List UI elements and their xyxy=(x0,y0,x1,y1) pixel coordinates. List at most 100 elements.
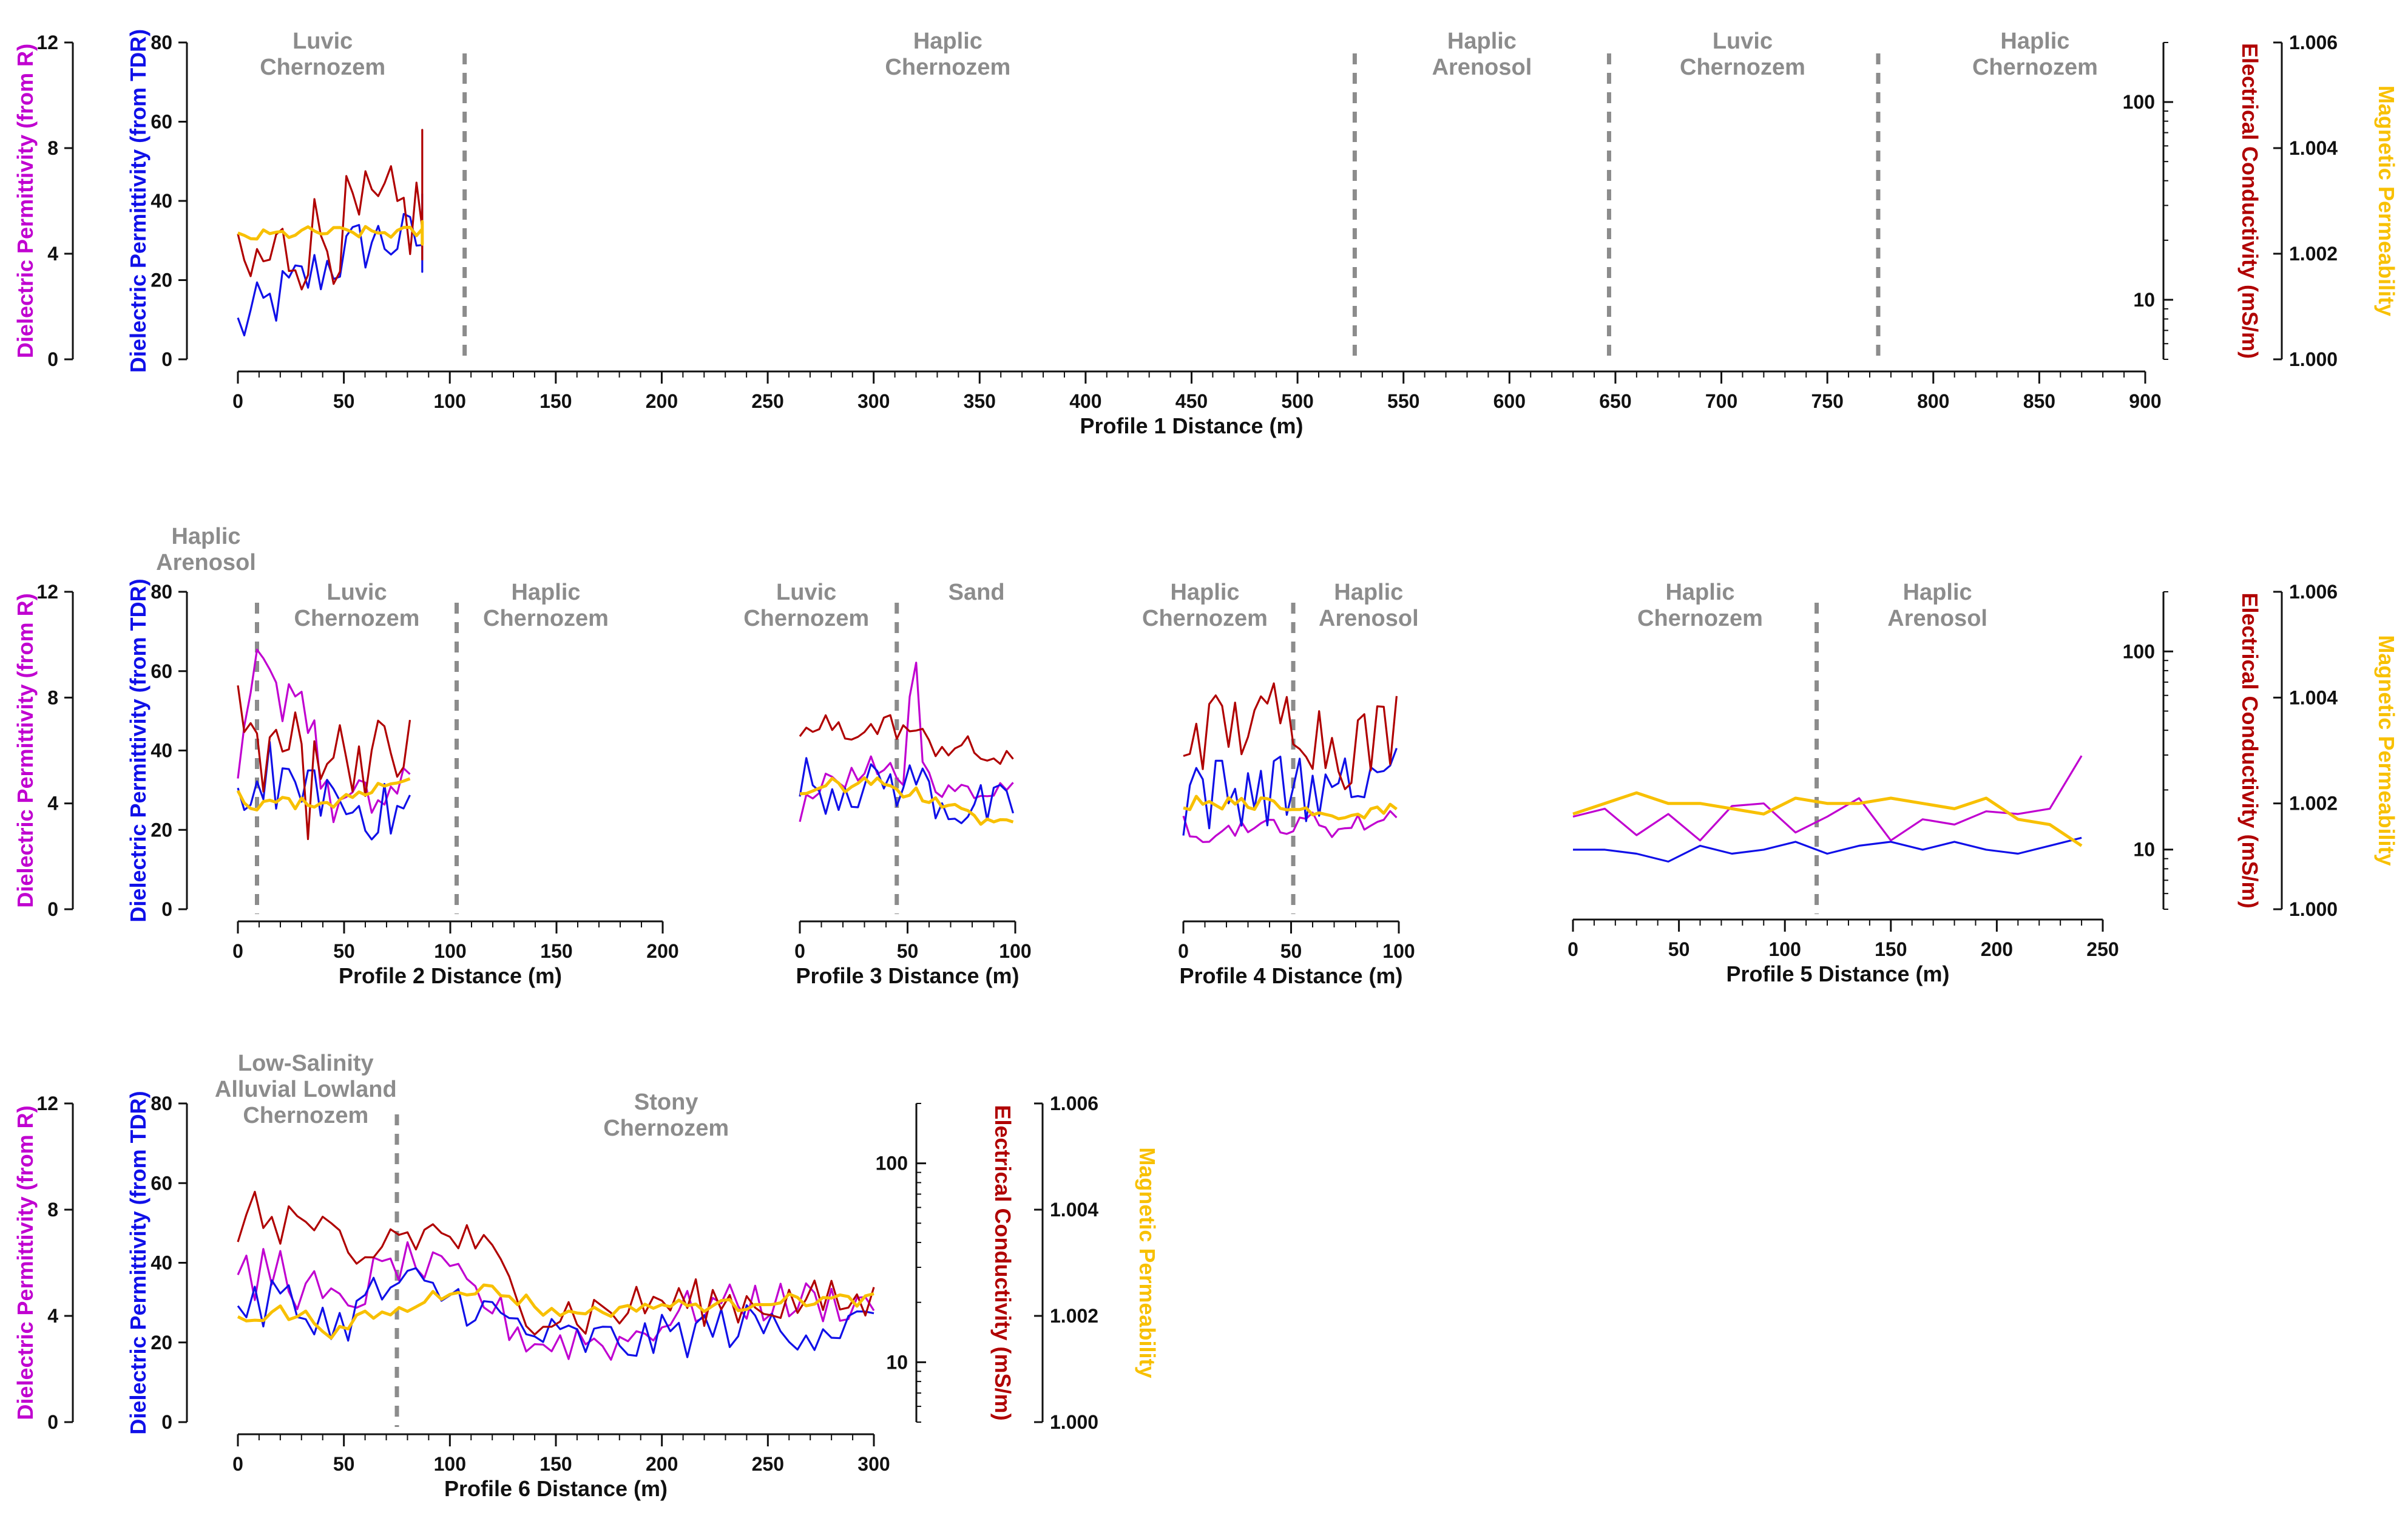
y-axis-mp-tick-label: 1.002 xyxy=(2289,793,2338,815)
y-axis-ec-tick-label: 100 xyxy=(876,1153,908,1174)
x-tick-label: 300 xyxy=(857,1453,890,1475)
y-axis-title-ec: Electrical Conductivity (mS/m) xyxy=(2237,592,2262,908)
y-axis-mp-tick-label: 1.004 xyxy=(1050,1199,1098,1221)
zone-label: Arenosol xyxy=(1319,606,1419,631)
x-tick-label: 50 xyxy=(1668,938,1690,960)
series-p3-mp xyxy=(799,776,1014,826)
y-axis-title-ec: Electrical Conductivity (mS/m) xyxy=(990,1105,1015,1420)
x-tick-label: 250 xyxy=(751,390,783,412)
y-axis-mp-tick-label: 1.004 xyxy=(2289,686,2338,708)
zone-label: Chernozem xyxy=(483,606,609,631)
x-tick-label: 200 xyxy=(646,940,678,962)
x-tick-label: 0 xyxy=(1178,940,1189,962)
x-axis-title: Profile 2 Distance (m) xyxy=(339,963,562,988)
zone-label: Haplic xyxy=(1170,580,1239,605)
zone-label: Haplic xyxy=(1903,580,1972,605)
series-p6-ec xyxy=(237,1190,875,1336)
zone-label: Low-Salinity xyxy=(238,1051,374,1076)
x-tick-label: 0 xyxy=(794,940,805,962)
zone-label: Sand xyxy=(949,580,1005,605)
y-axis-perm-tdr-tick-label: 80 xyxy=(150,32,172,53)
x-tick-label: 150 xyxy=(1875,938,1907,960)
y-axis-perm-tdr-tick-label: 40 xyxy=(150,740,172,762)
y-axis-perm-r: 0 4 8 12 xyxy=(36,32,74,370)
y-axis-perm-tdr-tick-label: 0 xyxy=(161,898,172,920)
zone-label: Arenosol xyxy=(156,550,256,575)
series-p5-mp xyxy=(1572,791,2083,847)
x-tick-label: 100 xyxy=(1769,938,1801,960)
x-tick-label: 600 xyxy=(1493,390,1526,412)
zone-label: Luvic xyxy=(293,29,353,54)
x-tick-label: 150 xyxy=(539,390,572,412)
y-axis-perm-r-tick-label: 4 xyxy=(47,243,58,265)
zone-label: Chernozem xyxy=(603,1116,729,1141)
x-tick-label: 150 xyxy=(539,1453,572,1475)
series-p3-r xyxy=(799,662,1014,822)
y-axis-ec-tick-label: 10 xyxy=(2133,839,2155,861)
x-tick-label: 400 xyxy=(1069,390,1101,412)
y-axis-perm-tdr: 0 20 40 60 80 xyxy=(150,581,188,920)
y-axis-perm-tdr-tick-label: 60 xyxy=(150,660,172,682)
zone-label: Luvic xyxy=(326,580,387,605)
y-axis-mp-tick-label: 1.006 xyxy=(1050,1093,1098,1114)
series-p4-tdr xyxy=(1182,748,1398,836)
x-tick-label: 250 xyxy=(752,1453,784,1475)
x-tick-label: 50 xyxy=(1280,940,1302,962)
y-axis-perm-r-tick-label: 12 xyxy=(36,1093,58,1114)
x-tick-label: 250 xyxy=(2086,938,2119,960)
y-axis-perm-r-tick-label: 12 xyxy=(36,581,58,603)
x-tick-label: 100 xyxy=(999,940,1031,962)
x-axis-title: Profile 1 Distance (m) xyxy=(1080,413,1303,438)
y-axis-title-mp: Magnetic Permeability xyxy=(1135,1147,1160,1378)
y-axis-perm-r-tick-label: 4 xyxy=(47,1305,58,1327)
zone-label: Haplic xyxy=(171,524,240,549)
y-axis-perm-tdr-tick-label: 20 xyxy=(150,819,172,841)
y-axis-ec: 10 100 xyxy=(2123,42,2173,360)
x-axis-title: Profile 3 Distance (m) xyxy=(796,963,1019,988)
y-axis-perm-tdr: 0 20 40 60 80 xyxy=(150,32,188,370)
zone-label: Arenosol xyxy=(1432,55,1532,80)
x-tick-label: 50 xyxy=(333,390,355,412)
zone-label: Haplic xyxy=(1665,580,1734,605)
x-tick-label: 900 xyxy=(2129,390,2161,412)
y-axis-mp-tick-label: 1.002 xyxy=(1050,1305,1098,1327)
x-tick-label: 50 xyxy=(333,1453,355,1475)
x-tick-label: 0 xyxy=(232,940,243,962)
series-p4-r xyxy=(1182,810,1398,843)
x-tick-label: 50 xyxy=(333,940,355,962)
series-p3-tdr xyxy=(799,757,1015,824)
x-tick-label: 850 xyxy=(2023,390,2055,412)
zone-label: Chernozem xyxy=(294,606,420,631)
series-p4-ec xyxy=(1183,682,1398,790)
y-axis-perm-tdr-tick-label: 60 xyxy=(150,1172,172,1194)
y-axis-title-perm-r: Dielectric Permittivity (from R) xyxy=(13,1105,38,1420)
x-axis-title: Profile 6 Distance (m) xyxy=(444,1476,668,1501)
zone-label: Chernozem xyxy=(885,55,1010,80)
series-p1-ec xyxy=(237,129,424,291)
series-p3-ec xyxy=(799,714,1014,765)
y-axis-title-perm-tdr: Dielectric Permittivity (from TDR) xyxy=(126,578,150,922)
x-tick-label: 450 xyxy=(1175,390,1208,412)
zone-label: Chernozem xyxy=(260,55,385,80)
y-axis-perm-r-tick-label: 0 xyxy=(47,348,58,370)
y-axis-mp-tick-label: 1.006 xyxy=(2289,581,2338,603)
x-tick-label: 550 xyxy=(1387,390,1419,412)
y-axis-ec: 10 100 xyxy=(2123,591,2173,910)
x-tick-label: 800 xyxy=(1917,390,1949,412)
y-axis-mp-tick-label: 1.000 xyxy=(2289,348,2338,370)
x-axis-title: Profile 4 Distance (m) xyxy=(1179,963,1402,988)
zone-label: Chernozem xyxy=(743,606,869,631)
x-tick-label: 200 xyxy=(646,390,678,412)
zone-label: Alluvial Lowland xyxy=(215,1077,397,1102)
zone-label: Chernozem xyxy=(1680,55,1805,80)
y-axis-perm-tdr: 0 20 40 60 80 xyxy=(150,1093,188,1433)
y-axis-mp-tick-label: 1.002 xyxy=(2289,243,2338,265)
zone-label: Luvic xyxy=(1713,29,1773,54)
y-axis-perm-tdr-tick-label: 40 xyxy=(150,1252,172,1274)
y-axis-mp: 1.000 1.002 1.004 1.006 xyxy=(2273,32,2338,370)
x-tick-label: 50 xyxy=(897,940,919,962)
